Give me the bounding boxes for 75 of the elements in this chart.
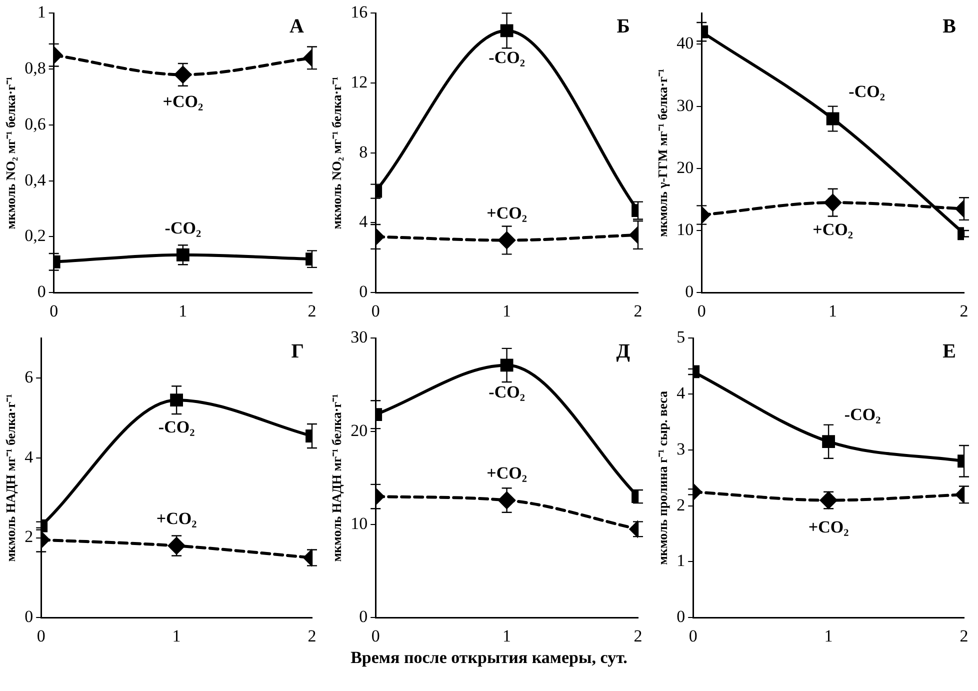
y-tick-label: 1 <box>37 2 46 22</box>
point <box>500 24 514 38</box>
y-tick-label: 1 <box>676 551 686 570</box>
series-label: -CO₂ <box>488 382 525 402</box>
series-label: +CO₂ <box>162 92 204 112</box>
y-tick-label: 0,6 <box>24 114 46 134</box>
x-tick-label: 1 <box>172 626 181 646</box>
y-tick-label: 2 <box>676 495 686 514</box>
x-axis-title: Время после открытия камеры, сут. <box>350 648 628 668</box>
series-label: +CO₂ <box>812 220 853 239</box>
chart-title: В <box>942 15 956 38</box>
x-tick-label: 2 <box>634 301 642 320</box>
chart-title: Б <box>616 15 630 38</box>
y-tick-label: 10 <box>676 220 694 239</box>
y-tick-label: 6 <box>24 368 34 387</box>
y-tick-label: 0 <box>37 282 46 302</box>
chart-title: А <box>290 15 305 38</box>
y-tick-label: 10 <box>350 514 368 533</box>
y-axis-title: мкмоль γ-ГГМ мг⁻¹ белка·г⁻¹ <box>655 68 670 238</box>
x-tick-label: 0 <box>371 301 380 320</box>
x-tick-label: 2 <box>308 626 316 646</box>
series-label: +CO₂ <box>486 204 527 223</box>
chart-title: Е <box>942 340 956 362</box>
y-tick-label: 0 <box>685 282 694 302</box>
y-tick-label: 0,4 <box>24 170 46 190</box>
y-tick-label: 4 <box>24 447 34 466</box>
x-tick-label: 2 <box>634 626 642 646</box>
y-tick-label: 0 <box>676 607 686 626</box>
y-tick-label: 2 <box>24 527 34 546</box>
series-label: -CO₂ <box>164 218 202 238</box>
x-tick-label: 1 <box>824 626 833 646</box>
series-label: -CO₂ <box>158 417 195 436</box>
y-tick-label: 0 <box>359 607 368 626</box>
y-tick-label: 20 <box>676 158 694 177</box>
y-tick-label: 4 <box>359 212 368 232</box>
x-tick-label: 1 <box>178 301 188 320</box>
y-axis-title: мкмоль НАДН мг⁻¹ белка·г⁻¹ <box>329 394 344 562</box>
series-label: +CO₂ <box>808 518 849 537</box>
x-tick-label: 2 <box>960 301 968 320</box>
y-tick-label: 0,8 <box>24 58 46 78</box>
series-label: -CO₂ <box>844 404 881 424</box>
x-tick-label: 0 <box>371 626 380 646</box>
y-axis-title: мкмоль NO₂ мг⁻¹ белка·г⁻¹ <box>3 76 18 230</box>
x-tick-label: 1 <box>502 301 512 320</box>
point <box>500 358 514 372</box>
y-tick-label: 0,2 <box>24 226 46 246</box>
x-tick-label: 1 <box>502 626 512 646</box>
series-label: +CO₂ <box>486 464 527 483</box>
y-axis-title: мкмоль НАДН мг⁻¹ белка·г⁻¹ <box>3 394 18 562</box>
y-axis-title: мкмоль NO₂ мг⁻¹ белка·г⁻¹ <box>329 76 344 230</box>
y-tick-label: 40 <box>676 34 694 53</box>
chart-title: Д <box>616 340 630 362</box>
chart-title: Г <box>291 340 304 362</box>
x-tick-label: 0 <box>697 301 706 320</box>
y-tick-label: 30 <box>350 328 368 347</box>
point <box>170 394 183 407</box>
x-tick-label: 1 <box>828 301 838 320</box>
series-label: +CO₂ <box>156 509 197 528</box>
y-tick-label: 0 <box>359 282 368 302</box>
x-tick-label: 2 <box>960 626 968 646</box>
y-tick-label: 16 <box>350 2 368 22</box>
y-tick-label: 20 <box>350 420 368 440</box>
y-tick-label: 30 <box>676 96 694 115</box>
y-axis-title: мкмоль пролина г⁻¹ сыр. веса <box>655 390 670 565</box>
y-tick-label: 5 <box>676 328 686 347</box>
x-tick-label: 0 <box>50 301 58 320</box>
y-tick-label: 8 <box>359 142 368 162</box>
y-tick-label: 4 <box>676 384 686 403</box>
series-label: -CO₂ <box>848 82 885 102</box>
y-tick-label: 3 <box>676 439 686 458</box>
y-tick-label: 12 <box>350 72 368 92</box>
series-label: -CO₂ <box>488 48 525 68</box>
y-tick-label: 0 <box>24 607 34 626</box>
point <box>826 112 840 126</box>
x-tick-label: 2 <box>308 301 316 320</box>
